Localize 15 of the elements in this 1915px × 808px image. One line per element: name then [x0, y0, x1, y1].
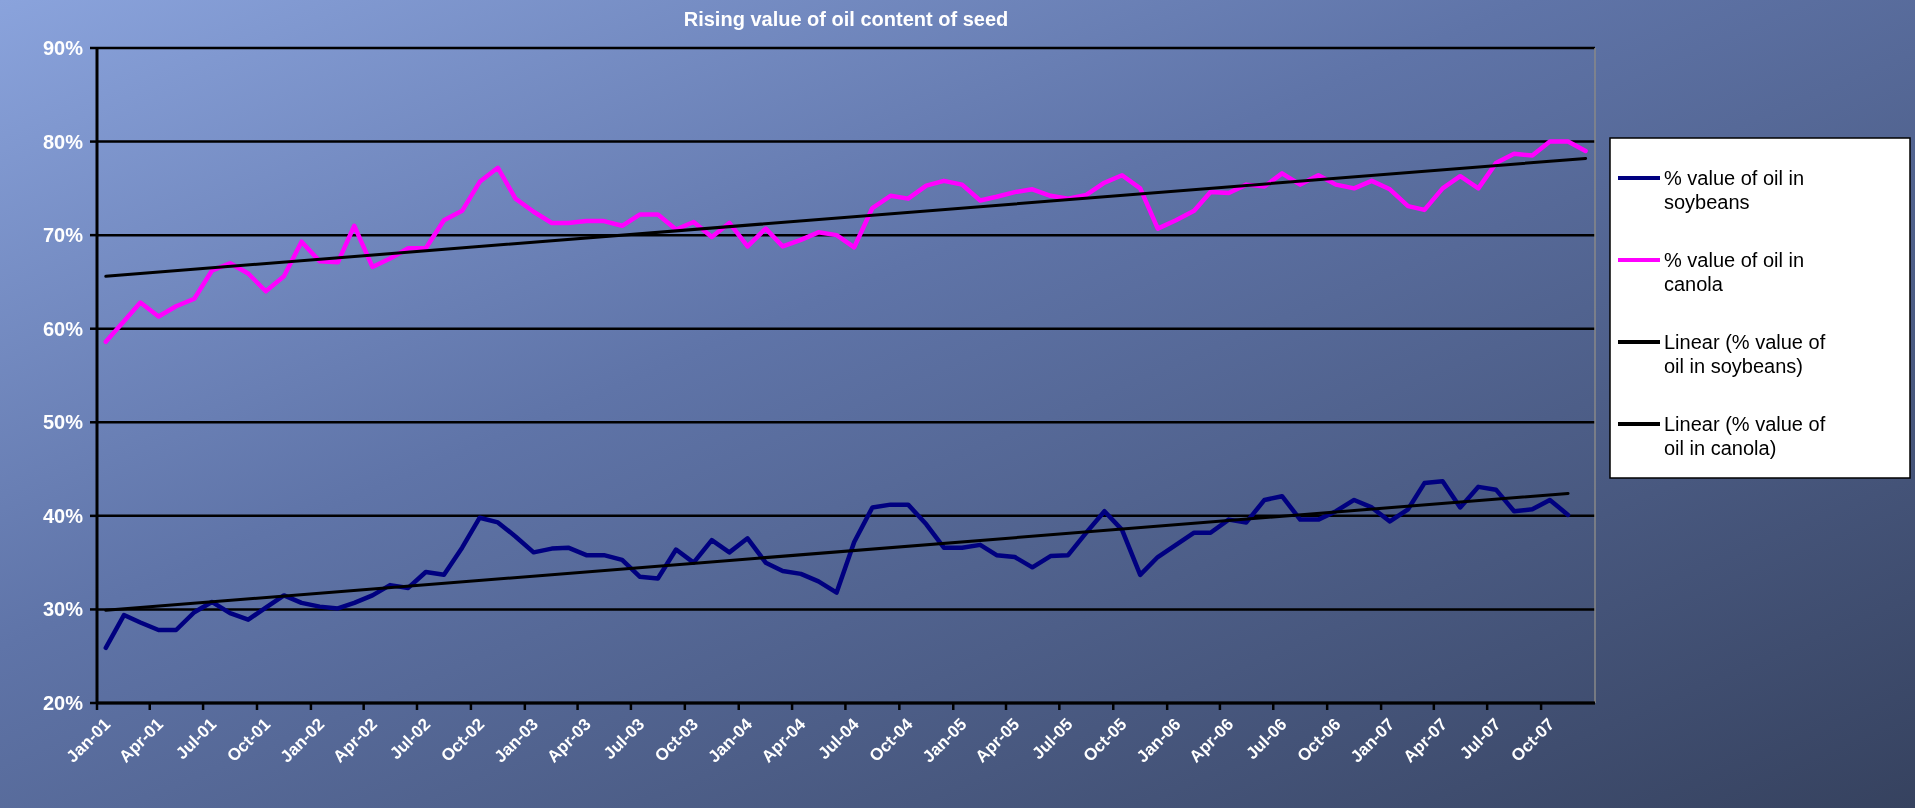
line-series	[103, 478, 1571, 651]
y-tick-label: 80%	[42, 130, 84, 153]
line-series	[103, 139, 1588, 345]
y-tick-label: 70%	[42, 224, 84, 247]
y-tick-label: 30%	[42, 598, 84, 621]
legend-label: Linear (% value of oil in canola)	[1664, 413, 1826, 459]
y-tick-label: 90%	[42, 37, 84, 59]
y-tick-label: 40%	[42, 504, 84, 527]
legend-label: % value of oil in canola	[1664, 249, 1805, 295]
y-tick-label: 60%	[42, 317, 84, 340]
legend-label: % value of oil in soybeans	[1664, 167, 1805, 213]
y-tick-label: 50%	[42, 411, 84, 434]
y-tick-label: 20%	[42, 692, 84, 714]
legend-label: Linear (% value of oil in soybeans)	[1664, 331, 1826, 377]
chart-title: Rising value of oil content of seed	[683, 8, 1009, 30]
